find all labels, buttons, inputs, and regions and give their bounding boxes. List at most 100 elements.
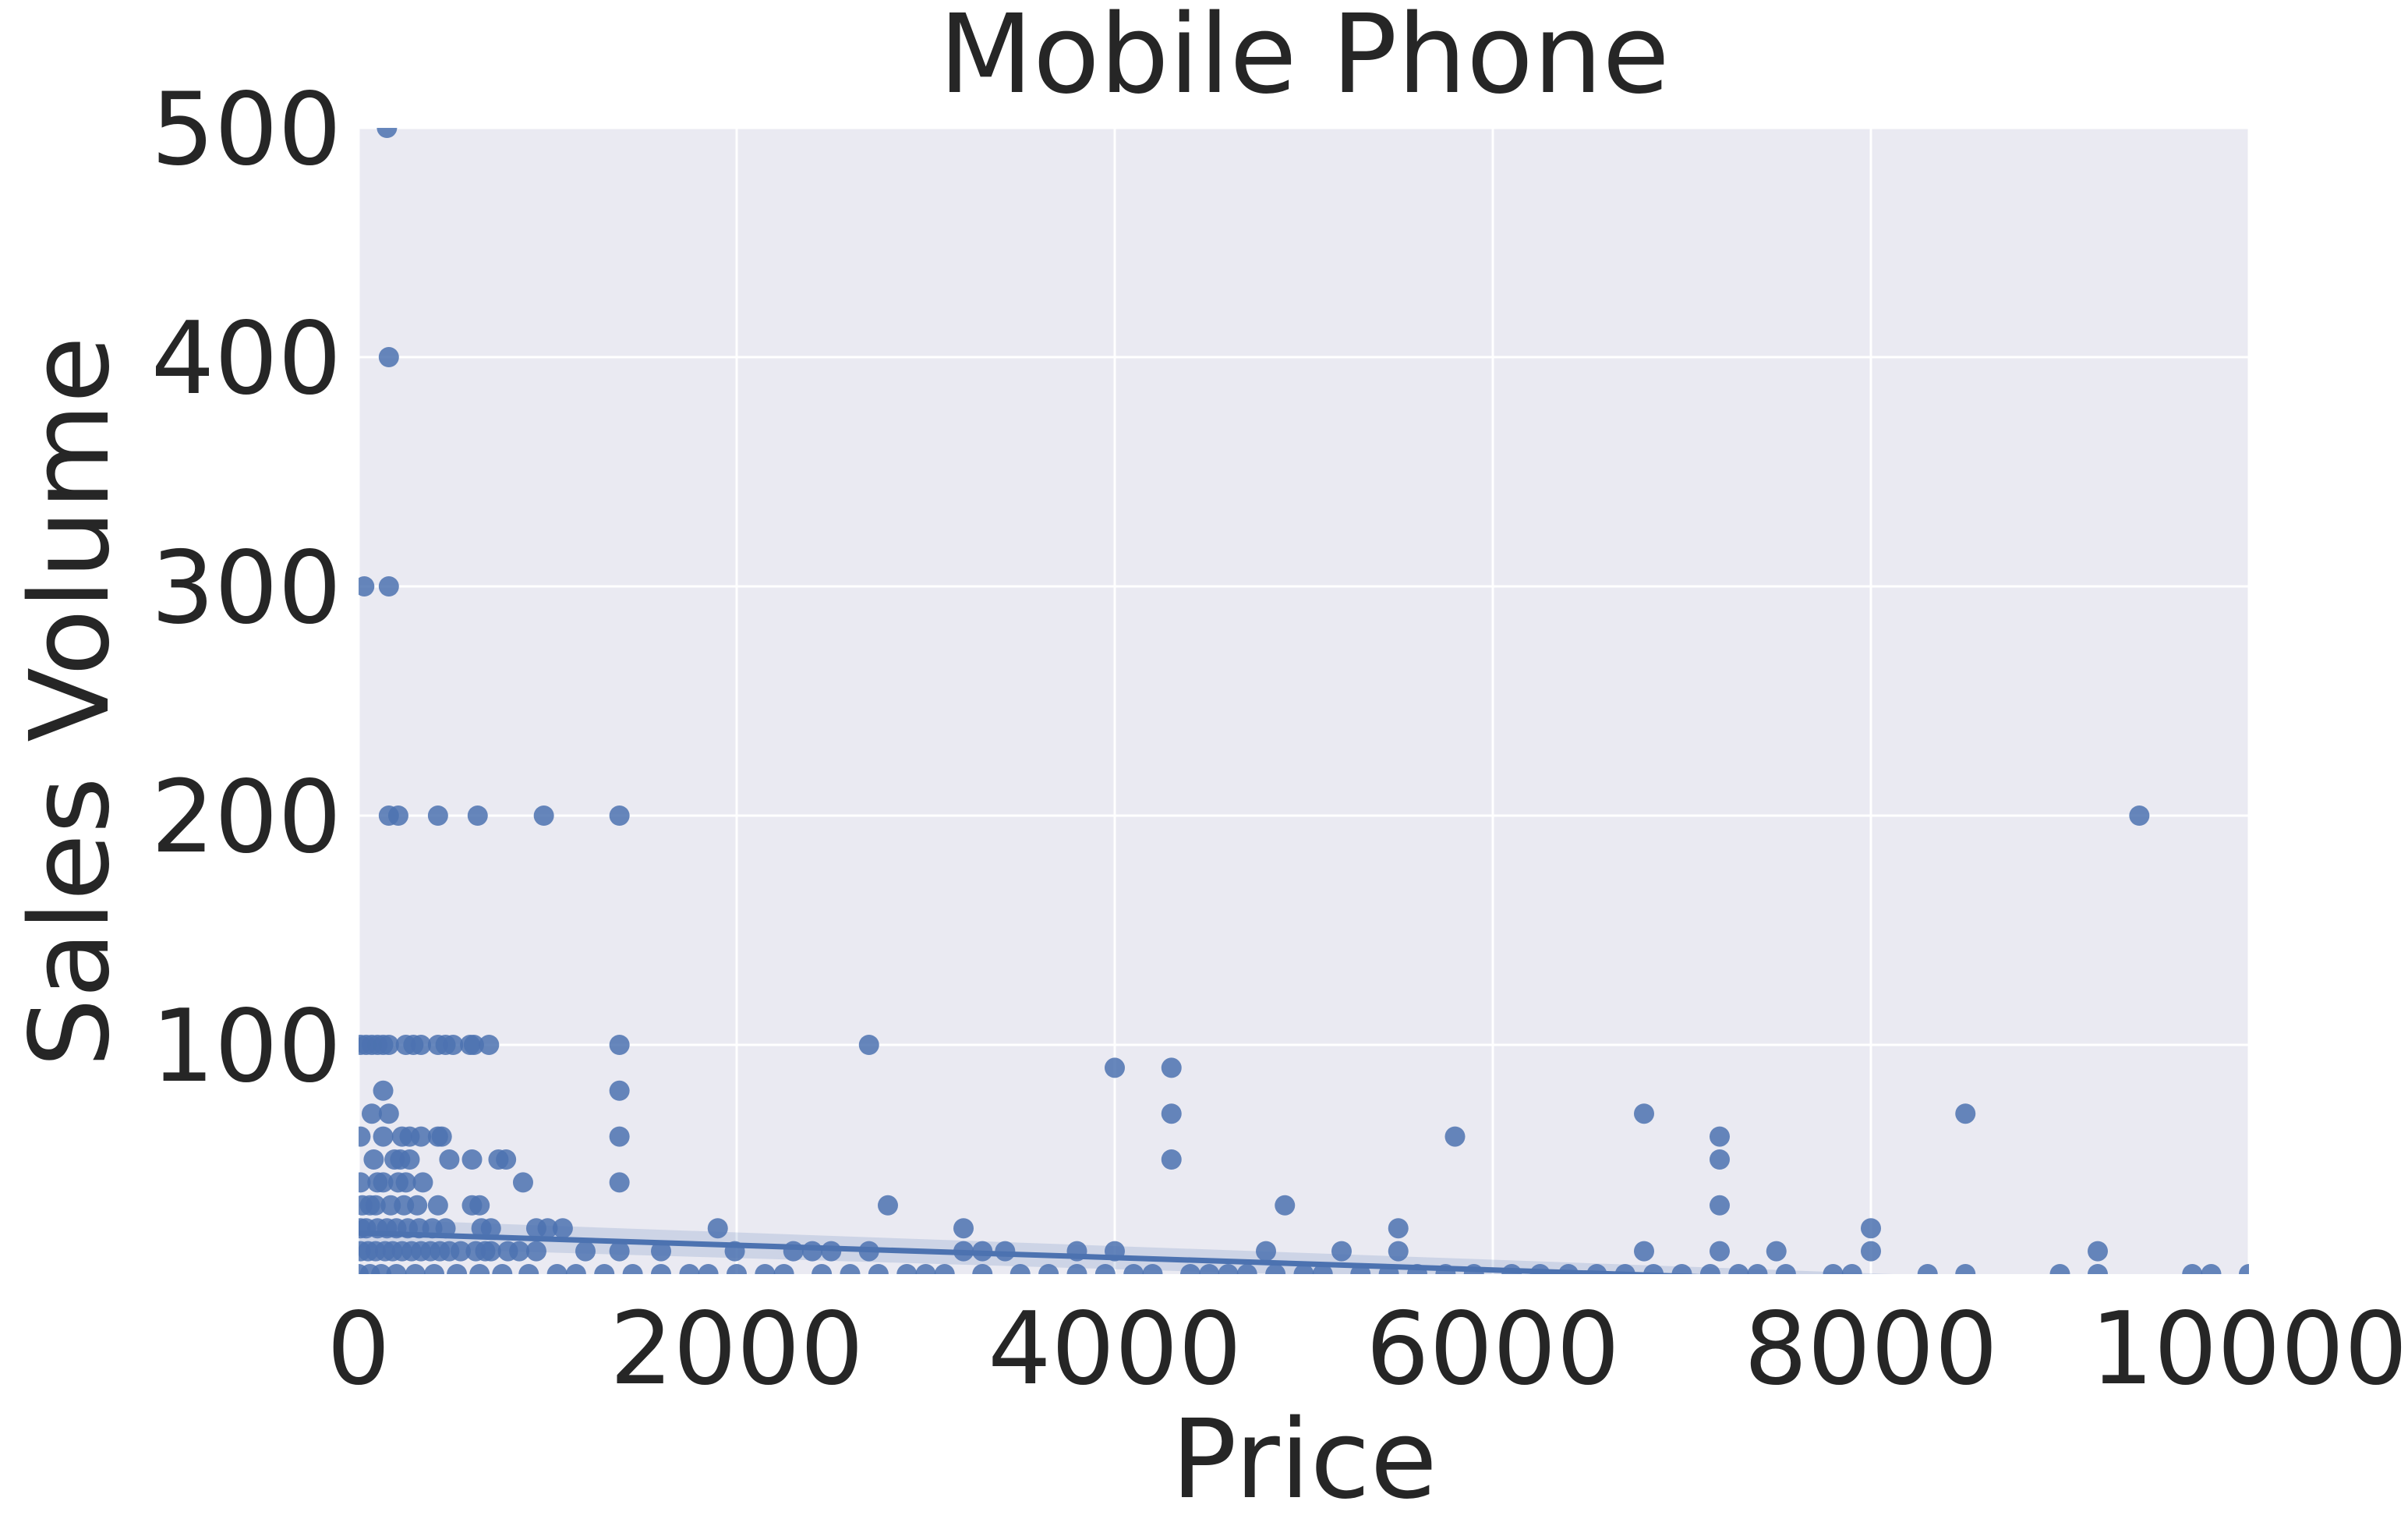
data-point [1747, 1264, 1768, 1274]
data-point [492, 1264, 513, 1274]
plot-area [359, 128, 2249, 1274]
data-point [1643, 1264, 1664, 1274]
data-point [412, 1172, 433, 1193]
data-point [1861, 1218, 1881, 1239]
x-tick-label: 6000 [1366, 1291, 1620, 1407]
data-point [1917, 1264, 1938, 1274]
data-point [858, 1035, 879, 1055]
data-point [755, 1264, 776, 1274]
data-point [480, 1241, 501, 1262]
data-point [1634, 1103, 1654, 1124]
data-point [972, 1241, 993, 1262]
data-point [878, 1195, 898, 1216]
data-point [365, 1195, 386, 1216]
data-point [783, 1241, 804, 1262]
data-point [1256, 1241, 1276, 1262]
data-point [411, 1126, 432, 1147]
data-point [934, 1264, 955, 1274]
data-point [575, 1241, 596, 1262]
data-point [399, 1149, 420, 1170]
data-point [1766, 1241, 1787, 1262]
data-point [802, 1241, 822, 1262]
data-point [378, 347, 399, 367]
data-point [1199, 1264, 1220, 1274]
data-point [1955, 1264, 1976, 1274]
data-point [1236, 1264, 1257, 1274]
data-point [609, 1172, 630, 1193]
x-tick-label: 2000 [610, 1291, 864, 1407]
data-point [469, 1195, 490, 1216]
data-point [463, 1035, 484, 1055]
data-point [443, 1035, 464, 1055]
data-point [435, 1218, 456, 1239]
data-point [450, 1241, 471, 1262]
y-axis-label: Sales Volume [7, 336, 134, 1067]
data-point [1710, 1241, 1730, 1262]
data-point [1142, 1264, 1163, 1274]
data-point [359, 1172, 371, 1193]
data-point [427, 805, 448, 826]
data-point [1038, 1264, 1059, 1274]
x-tick-label: 4000 [988, 1291, 1242, 1407]
data-point [724, 1241, 745, 1262]
y-tick-label: 400 [151, 301, 341, 417]
data-point [868, 1264, 889, 1274]
data-point [1123, 1264, 1144, 1274]
data-point [1463, 1264, 1484, 1274]
data-point [1407, 1264, 1427, 1274]
data-point [395, 1172, 416, 1193]
data-point [1350, 1264, 1371, 1274]
data-point [537, 1218, 558, 1239]
data-point [609, 1035, 630, 1055]
data-point [2088, 1241, 2108, 1262]
data-point [371, 1264, 392, 1274]
data-point [546, 1264, 568, 1274]
data-point [2182, 1264, 2203, 1274]
data-point [2088, 1264, 2108, 1274]
data-point [533, 805, 554, 826]
data-point [1312, 1264, 1333, 1274]
data-point [1614, 1264, 1635, 1274]
data-point [359, 1126, 371, 1147]
data-point [386, 1264, 407, 1274]
data-point [995, 1241, 1016, 1262]
data-point [609, 1080, 630, 1101]
data-point [1710, 1195, 1730, 1216]
data-point [407, 1195, 428, 1216]
data-point [651, 1241, 671, 1262]
data-point [1699, 1264, 1720, 1274]
data-point [972, 1264, 993, 1274]
regression-line [359, 1230, 1703, 1274]
tick-labels: 0 2000 4000 6000 8000 10000 100 200 300 400 500 [151, 72, 2408, 1407]
data-point [1161, 1057, 1182, 1078]
regression-confidence-band [359, 1219, 1894, 1274]
data-point [679, 1264, 700, 1274]
data-point [469, 1264, 490, 1274]
data-point [1435, 1264, 1456, 1274]
data-point [840, 1264, 861, 1274]
data-point [373, 1172, 394, 1193]
data-point [858, 1241, 879, 1262]
data-point [378, 576, 399, 597]
data-point [2049, 1264, 2070, 1274]
data-point [363, 1149, 384, 1170]
data-point [1161, 1103, 1182, 1124]
x-tick-label: 8000 [1744, 1291, 1998, 1407]
data-point [1388, 1218, 1409, 1239]
data-point [525, 1241, 546, 1262]
data-point [1218, 1264, 1239, 1274]
data-point [915, 1264, 936, 1274]
x-axis-label: Price [1171, 1397, 1437, 1524]
data-point [1775, 1264, 1796, 1274]
data-point [727, 1264, 747, 1274]
data-point [953, 1218, 974, 1239]
data-point [1586, 1264, 1607, 1274]
data-point [512, 1172, 533, 1193]
regression-layer [359, 1219, 1894, 1274]
data-point [411, 1035, 432, 1055]
data-point [1331, 1241, 1352, 1262]
data-point [609, 1126, 630, 1147]
data-point [594, 1264, 615, 1274]
data-point [1841, 1264, 1862, 1274]
